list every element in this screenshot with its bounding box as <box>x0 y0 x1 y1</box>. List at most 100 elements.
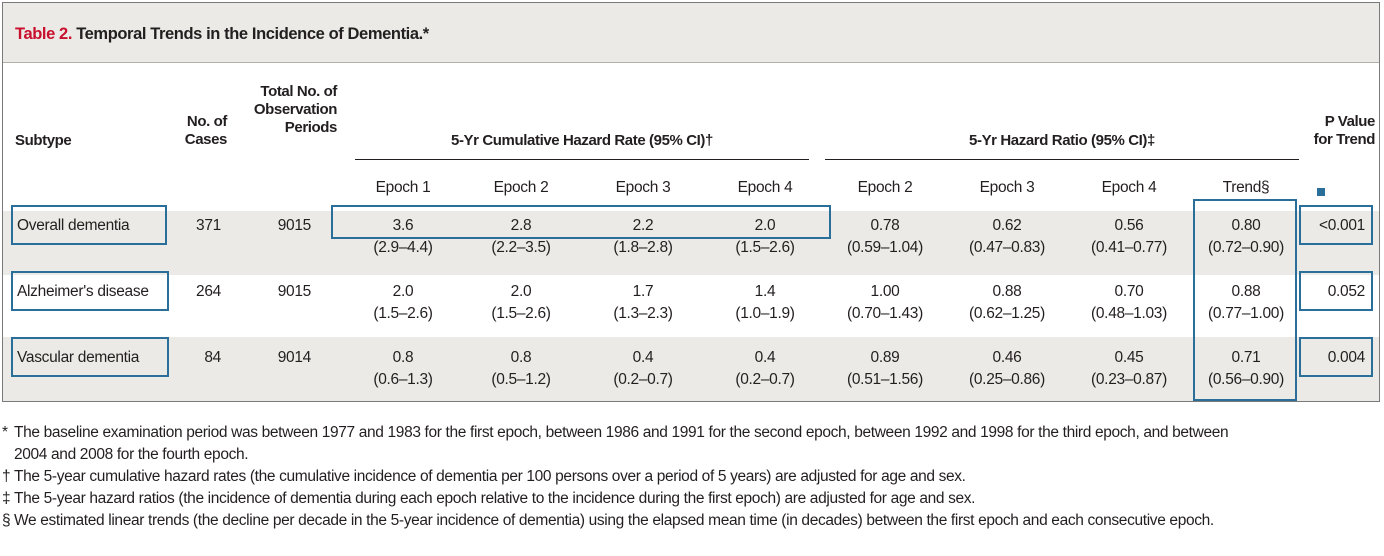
cell-estimate: 0.8 <box>510 349 532 366</box>
cell-ci: (0.48–1.03) <box>1091 305 1167 322</box>
cell-estimate: 0.70 <box>1114 283 1144 300</box>
row-pvalue: <0.001 <box>1318 217 1365 234</box>
cell-estimate: 3.6 <box>392 217 414 234</box>
footnote-text: The 5-year cumulative hazard rates (the … <box>14 468 966 485</box>
row-cell-1: 2.0 (1.5–2.6) <box>345 281 461 325</box>
row-cell-7: 0.45 (0.23–0.87) <box>1071 347 1187 391</box>
header-periods-line1: Total No. of <box>260 83 337 100</box>
subheader-8: Trend§ <box>1222 179 1270 196</box>
cell-estimate: 0.80 <box>1231 217 1261 234</box>
header-hazard-rate-rule <box>355 159 809 160</box>
row-cell-2: 2.8 (2.2–3.5) <box>463 215 579 259</box>
cell-ci: (0.51–1.56) <box>847 371 923 388</box>
header-pvalue: P Value for Trend <box>1293 113 1376 149</box>
row-pvalue: 0.052 <box>1327 283 1366 300</box>
row-cell-6: 0.62 (0.47–0.83) <box>949 215 1065 259</box>
row-cell-6: 0.88 (0.62–1.25) <box>949 281 1065 325</box>
footnote-text: 2004 and 2008 for the fourth epoch. <box>14 446 249 463</box>
footnote-1-line-1: * The baseline examination period was bet… <box>2 422 1229 443</box>
row-subtype-label: Vascular dementia <box>17 349 140 366</box>
footnote-text: The baseline examination period was betw… <box>14 424 1229 441</box>
row-cell-5: 1.00 (0.70–1.43) <box>827 281 943 325</box>
subheader-4: Epoch 4 <box>737 179 793 196</box>
row-cell-2: 2.0 (1.5–2.6) <box>463 281 579 325</box>
row-cell-8: 0.88 (0.77–1.00) <box>1188 281 1304 325</box>
header-periods-line3: Periods <box>284 119 338 136</box>
highlight-box-vascular-label <box>11 337 169 377</box>
cell-ci: (0.47–0.83) <box>969 239 1045 256</box>
header-pvalue-line2: for Trend <box>1313 131 1376 148</box>
header-periods: Total No. of Observation Periods <box>233 83 338 137</box>
row-cell-5: 0.89 (0.51–1.56) <box>827 347 943 391</box>
cell-estimate: 2.0 <box>510 283 532 300</box>
footnote-4-line-1: § We estimated linear trends (the decline… <box>2 510 1214 531</box>
cell-ci: (0.2–0.7) <box>613 371 673 388</box>
subheader-2: Epoch 2 <box>493 179 549 196</box>
cell-estimate: 0.88 <box>992 283 1022 300</box>
row-cell-4: 2.0 (1.5–2.6) <box>707 215 823 259</box>
cell-estimate: 2.0 <box>754 217 776 234</box>
footnote-text: The 5-year hazard ratios (the incidence … <box>14 490 976 507</box>
row-pvalue: 0.004 <box>1327 349 1366 366</box>
footnote-3-line-1: ‡ The 5-year hazard ratios (the incidence… <box>2 488 975 509</box>
footnote-mark: § <box>2 512 11 529</box>
row-cell-7: 0.70 (0.48–1.03) <box>1071 281 1187 325</box>
marker-square <box>1317 188 1325 196</box>
table-title-text: Temporal Trends in the Incidence of Deme… <box>72 25 429 43</box>
subheader-1: Epoch 1 <box>375 179 431 196</box>
row-subtype-label: Overall dementia <box>17 217 130 234</box>
footnote-mark: * <box>2 424 8 441</box>
row-periods: 9014 <box>277 349 312 366</box>
header-hazard-ratio-rule <box>825 159 1299 160</box>
header-cases-line2: Cases <box>184 131 228 148</box>
cell-ci: (0.62–1.25) <box>969 305 1045 322</box>
cell-ci: (0.70–1.43) <box>847 305 923 322</box>
cell-ci: (0.72–0.90) <box>1208 239 1284 256</box>
cell-estimate: 1.4 <box>754 283 776 300</box>
cell-ci: (1.5–2.6) <box>735 239 795 256</box>
cell-estimate: 0.62 <box>992 217 1022 234</box>
table-title: Table 2. Temporal Trends in the Incidenc… <box>15 25 429 44</box>
cell-ci: (2.9–4.4) <box>373 239 433 256</box>
cell-ci: (2.2–3.5) <box>491 239 551 256</box>
row-cell-6: 0.46 (0.25–0.86) <box>949 347 1065 391</box>
cell-estimate: 0.46 <box>992 349 1022 366</box>
cell-estimate: 0.8 <box>392 349 414 366</box>
cell-estimate: 0.56 <box>1114 217 1144 234</box>
table-title-bar: Table 2. Temporal Trends in the Incidenc… <box>3 3 1379 63</box>
highlight-box-pvalue-overall <box>1299 205 1373 245</box>
cell-estimate: 0.4 <box>754 349 776 366</box>
row-cell-1: 3.6 (2.9–4.4) <box>345 215 461 259</box>
cell-ci: (0.2–0.7) <box>735 371 795 388</box>
cell-ci: (1.5–2.6) <box>373 305 433 322</box>
footnote-mark: † <box>2 468 11 485</box>
header-hazard-rate: 5-Yr Cumulative Hazard Rate (95% CI)† <box>451 132 713 149</box>
row-cases: 84 <box>204 349 221 366</box>
cell-estimate: 1.7 <box>632 283 654 300</box>
row-shade-overall <box>3 211 1379 275</box>
row-cases: 264 <box>196 283 221 300</box>
header-cases-line1: No. of <box>186 113 227 130</box>
table-number: Table 2. <box>15 25 73 43</box>
cell-estimate: 2.8 <box>510 217 532 234</box>
highlight-box-overall-rates <box>331 205 831 239</box>
header-pvalue-line1: P Value <box>1324 113 1376 130</box>
row-periods: 9015 <box>277 283 312 300</box>
highlight-box-overall-label <box>11 205 167 245</box>
row-cell-4: 0.4 (0.2–0.7) <box>707 347 823 391</box>
highlight-box-pvalue-alzheimer <box>1299 271 1373 311</box>
cell-estimate: 0.89 <box>870 349 900 366</box>
row-cell-8: 0.80 (0.72–0.90) <box>1188 215 1304 259</box>
row-cell-3: 0.4 (0.2–0.7) <box>585 347 701 391</box>
row-cell-2: 0.8 (0.5–1.2) <box>463 347 579 391</box>
cell-estimate: 0.78 <box>870 217 900 234</box>
subheader-7: Epoch 4 <box>1101 179 1157 196</box>
highlight-box-trend <box>1193 199 1297 401</box>
footnote-text: We estimated linear trends (the decline … <box>14 512 1214 529</box>
footnote-1-line-2: 2004 and 2008 for the fourth epoch. <box>2 444 249 465</box>
header-subtype: Subtype <box>15 132 72 149</box>
row-subtype-label: Alzheimer's disease <box>17 283 149 300</box>
cell-ci: (0.59–1.04) <box>847 239 923 256</box>
header-hazard-ratio: 5-Yr Hazard Ratio (95% CI)‡ <box>969 132 1155 149</box>
row-cell-4: 1.4 (1.0–1.9) <box>707 281 823 325</box>
